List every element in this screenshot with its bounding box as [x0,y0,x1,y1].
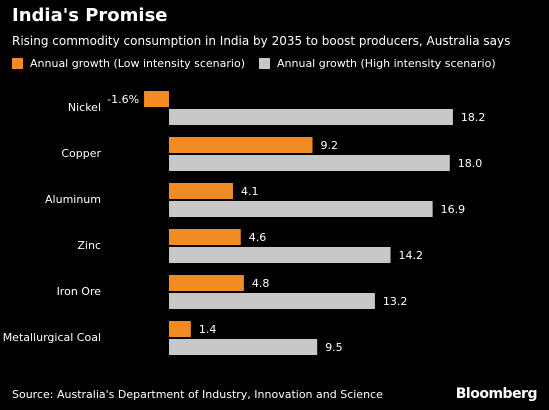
bar-chart: Nickel -1.6% 18.2 Copper 9.2 18.0 Aluminum 4.1 1… [3,91,486,355]
legend-label-high: Annual growth (High intensity scenario) [277,57,496,70]
bloomberg-logo: Bloomberg [455,386,538,402]
value-label-low-aluminum: 4.1 [241,185,259,198]
source-note: Source: Australia's Department of Indust… [12,388,383,401]
legend-swatch-high [259,58,270,69]
value-label-low-metallurgical-coal: 1.4 [199,323,217,336]
value-label-high-metallurgical-coal: 9.5 [325,341,343,354]
category-label-aluminum: Aluminum [45,193,101,206]
category-label-zinc: Zinc [77,239,101,252]
legend-item-high: Annual growth (High intensity scenario) [259,57,496,70]
value-label-low-iron-ore: 4.8 [252,277,270,290]
legend: Annual growth (Low intensity scenario) A… [12,57,510,70]
value-label-low-nickel: -1.6% [107,93,139,106]
category-label-metallurgical-coal: Metallurgical Coal [3,331,101,344]
bar-high-iron-ore [169,293,375,309]
value-label-high-aluminum: 16.9 [441,203,466,216]
legend-item-low: Annual growth (Low intensity scenario) [12,57,245,70]
bar-low-aluminum [169,183,233,199]
bar-low-metallurgical-coal [169,321,191,337]
bar-low-copper [169,137,313,153]
value-label-low-zinc: 4.6 [249,231,267,244]
value-label-high-iron-ore: 13.2 [383,295,408,308]
bar-low-zinc [169,229,241,245]
bar-high-zinc [169,247,391,263]
chart-subtitle: Rising commodity consumption in India by… [12,34,511,48]
legend-swatch-low [12,58,23,69]
value-label-high-zinc: 14.2 [399,249,424,262]
value-label-high-nickel: 18.2 [461,111,486,124]
bar-high-nickel [169,109,453,125]
bar-high-copper [169,155,450,171]
bar-high-aluminum [169,201,433,217]
category-label-nickel: Nickel [68,101,101,114]
value-label-high-copper: 18.0 [458,157,483,170]
value-label-low-copper: 9.2 [321,139,339,152]
bar-high-metallurgical-coal [169,339,318,355]
category-label-copper: Copper [61,147,101,160]
legend-label-low: Annual growth (Low intensity scenario) [30,57,245,70]
category-label-iron-ore: Iron Ore [57,285,102,298]
bar-low-nickel [144,91,169,107]
chart-title: India's Promise [12,5,168,26]
bar-low-iron-ore [169,275,244,291]
